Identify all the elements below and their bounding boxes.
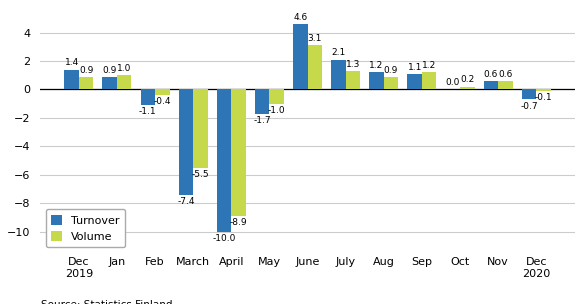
Bar [293,24,307,89]
Bar [231,89,246,216]
Bar [65,70,79,89]
Text: -0.4: -0.4 [154,97,171,106]
Bar [407,74,422,89]
Text: 0.6: 0.6 [484,70,498,79]
Text: 0.9: 0.9 [102,66,117,74]
Text: -10.0: -10.0 [212,234,236,243]
Text: 1.0: 1.0 [117,64,132,73]
Text: -1.1: -1.1 [139,107,157,116]
Bar [484,81,498,89]
Bar [422,72,436,89]
Text: 1.2: 1.2 [370,61,384,70]
Text: -1.7: -1.7 [253,116,271,125]
Text: 1.4: 1.4 [65,58,79,67]
Bar [179,89,193,195]
Bar [370,72,384,89]
Bar [460,87,474,89]
Bar [193,89,208,168]
Text: 1.3: 1.3 [346,60,360,69]
Bar [269,89,284,104]
Text: -5.5: -5.5 [191,170,210,179]
Bar [155,89,169,95]
Text: 1.1: 1.1 [407,63,422,72]
Text: -8.9: -8.9 [230,218,247,227]
Text: 2.1: 2.1 [331,48,346,57]
Bar [331,60,346,89]
Bar [536,89,551,91]
Text: -0.1: -0.1 [535,93,552,102]
Text: 1.2: 1.2 [422,61,436,70]
Text: 0.0: 0.0 [446,78,460,87]
Text: -7.4: -7.4 [177,197,195,206]
Text: -0.7: -0.7 [520,102,538,111]
Text: 0.2: 0.2 [460,75,474,85]
Text: 3.1: 3.1 [308,34,322,43]
Bar [79,77,93,89]
Text: -1.0: -1.0 [268,106,286,115]
Bar [522,89,536,99]
Bar [307,45,322,89]
Bar [141,89,155,105]
Bar [384,77,398,89]
Bar [217,89,231,232]
Bar [255,89,269,114]
Bar [117,75,132,89]
Bar [102,77,117,89]
Bar [346,71,360,89]
Text: 0.9: 0.9 [384,66,398,74]
Bar [498,81,513,89]
Text: Source: Statistics Finland: Source: Statistics Finland [41,300,172,304]
Text: 0.9: 0.9 [79,66,93,74]
Text: 4.6: 4.6 [293,13,307,22]
Text: 0.6: 0.6 [498,70,513,79]
Legend: Turnover, Volume: Turnover, Volume [45,209,125,247]
